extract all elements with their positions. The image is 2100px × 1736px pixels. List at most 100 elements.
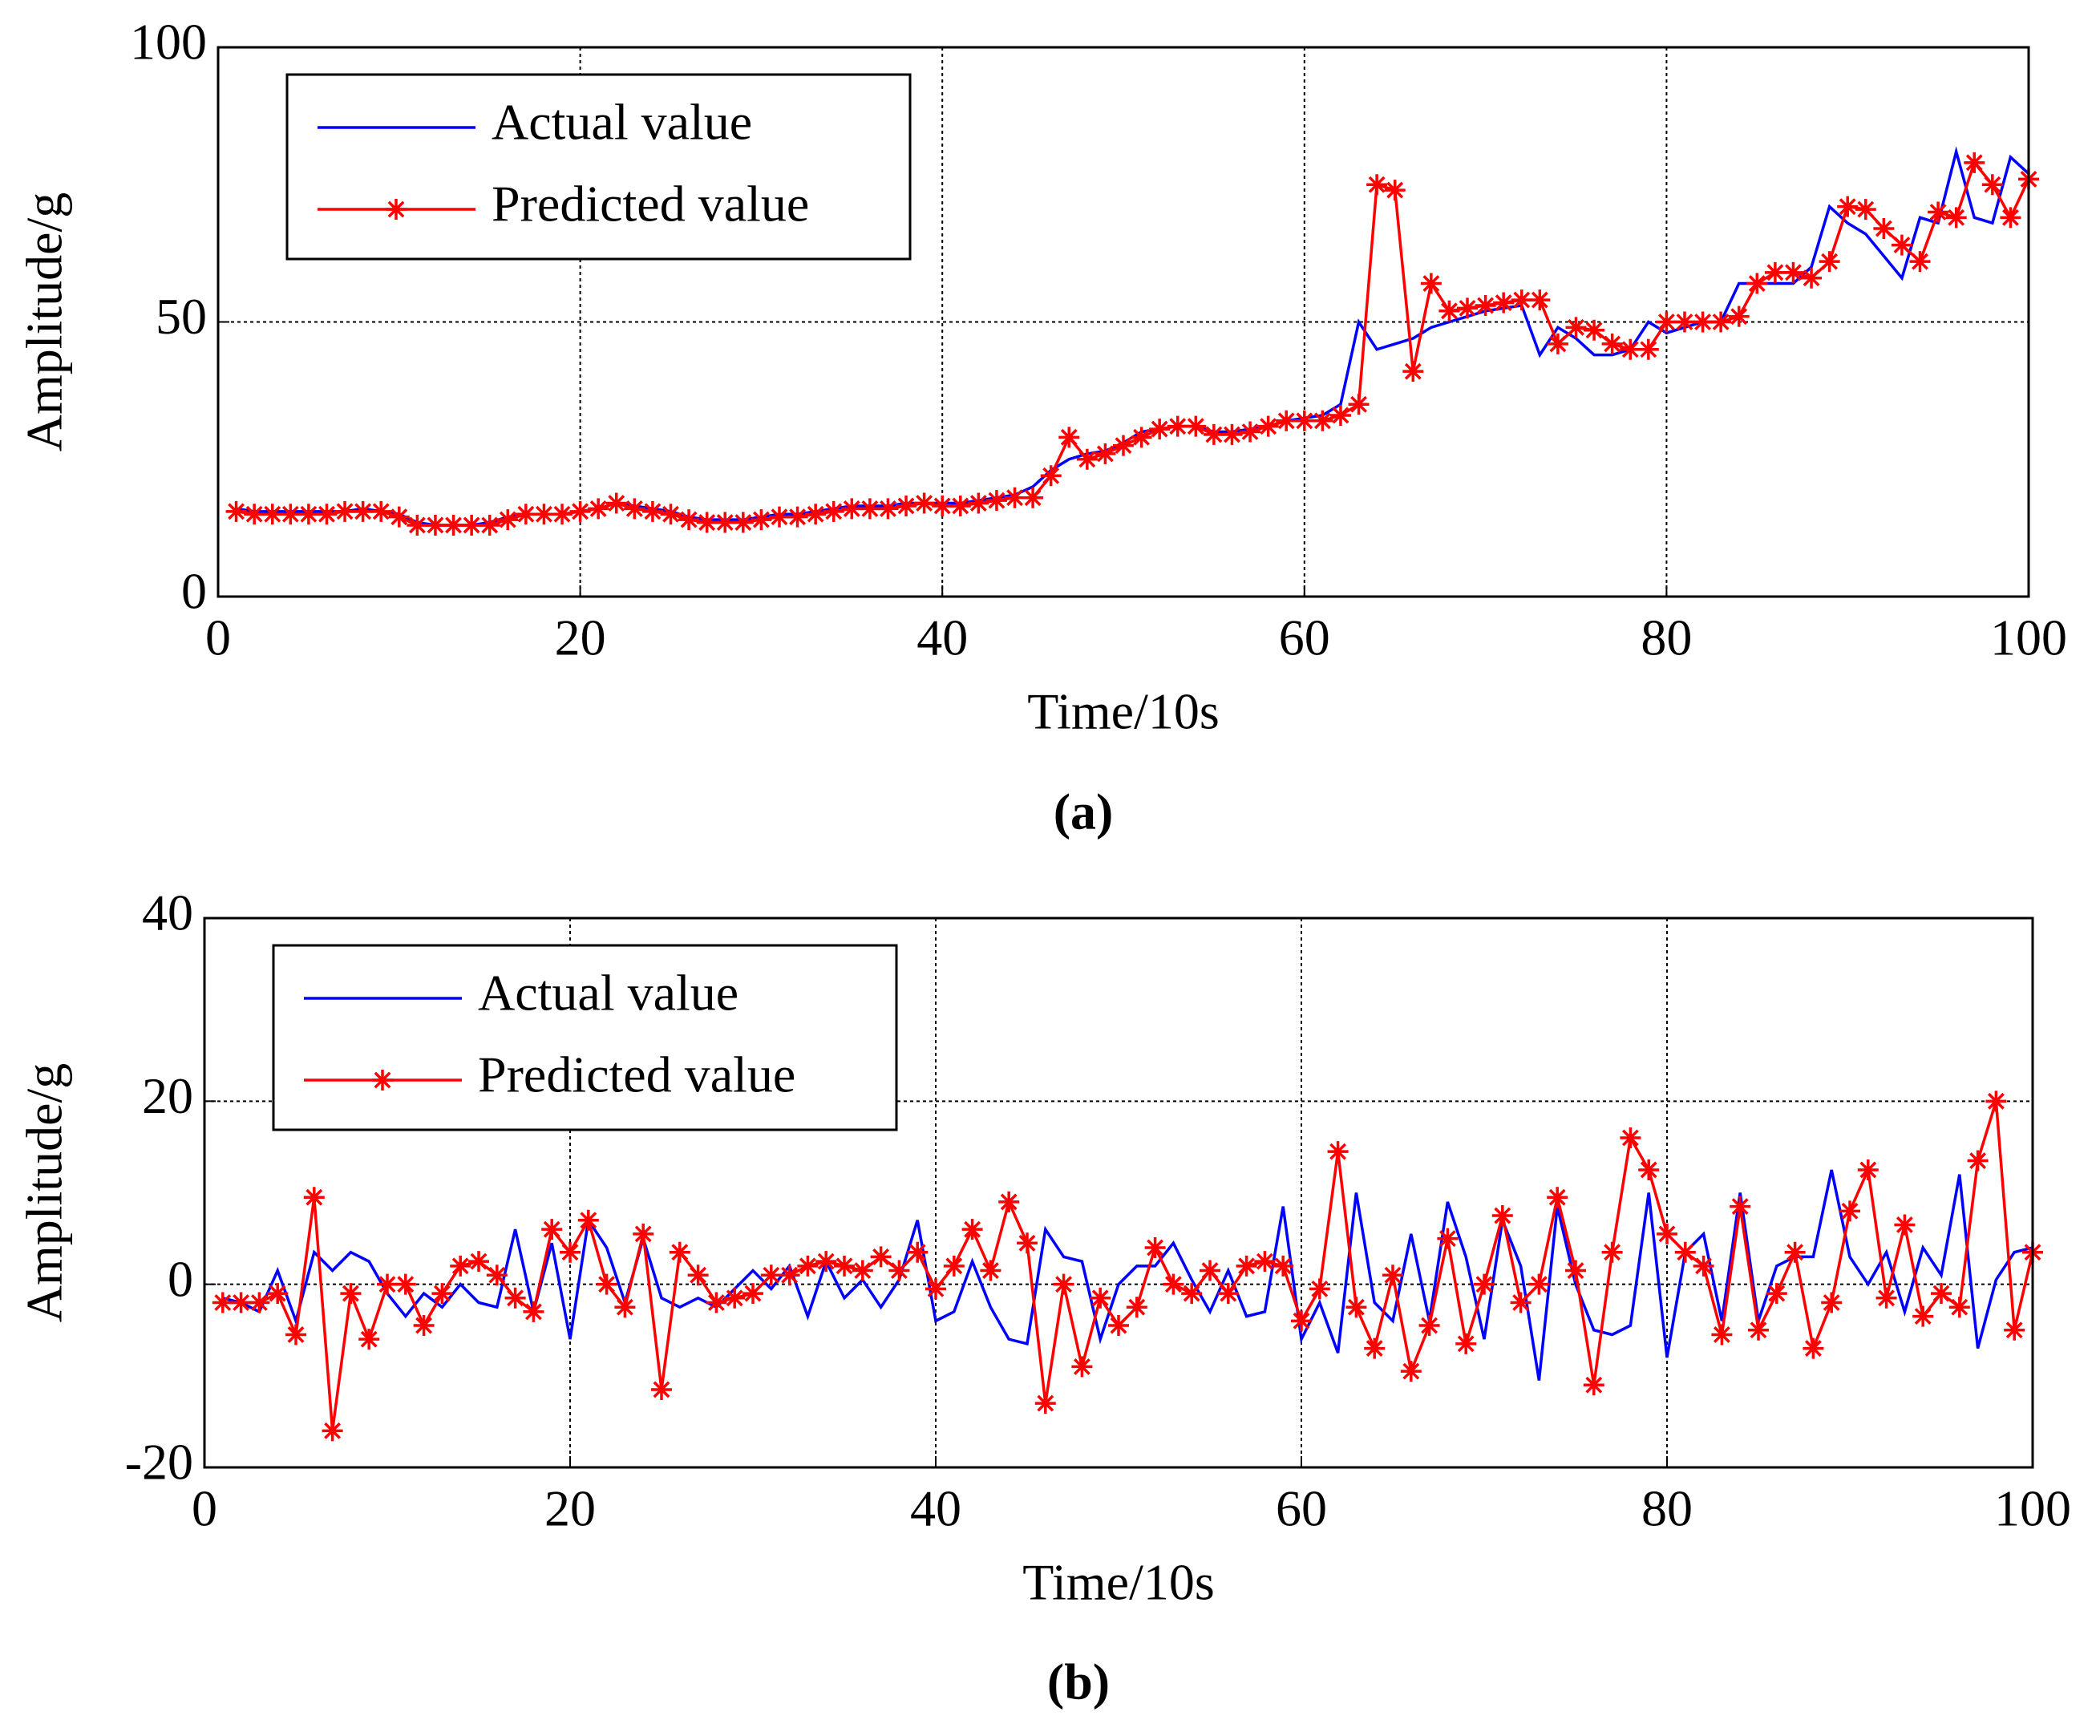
- data-marker: [1909, 251, 1931, 273]
- data-marker: [1875, 1287, 1897, 1309]
- y-tick-label: -20: [125, 1434, 193, 1491]
- data-marker: [1022, 487, 1044, 508]
- panel-label: (a): [1054, 783, 1114, 840]
- data-marker: [1801, 267, 1823, 289]
- data-marker: [1113, 435, 1134, 456]
- data-marker: [696, 512, 718, 533]
- data-marker: [896, 495, 917, 516]
- data-marker: [413, 1315, 435, 1337]
- data-marker: [1163, 1273, 1184, 1295]
- data-marker: [1493, 292, 1515, 314]
- data-marker: [1236, 1255, 1257, 1277]
- data-marker: [533, 504, 555, 525]
- data-marker: [641, 500, 663, 522]
- data-marker: [1710, 311, 1732, 333]
- data-marker: [760, 1265, 782, 1286]
- data-marker: [787, 506, 808, 528]
- data-marker: [479, 514, 500, 536]
- data-marker: [1657, 1223, 1677, 1244]
- data-marker: [1053, 1273, 1074, 1295]
- data-marker: [706, 1292, 727, 1313]
- data-marker: [768, 506, 790, 528]
- data-marker: [1891, 234, 1912, 256]
- data-marker: [377, 1273, 398, 1295]
- x-axis-label: Time/10s: [1027, 683, 1220, 740]
- y-tick-label: 40: [142, 884, 193, 941]
- data-marker: [1418, 1315, 1440, 1337]
- x-tick-label: 0: [192, 1480, 217, 1537]
- legend-label: Actual value: [478, 965, 738, 1022]
- data-marker: [1126, 1297, 1147, 1318]
- data-marker: [1784, 1241, 1806, 1263]
- data-marker: [1475, 294, 1496, 316]
- legend-box: [272, 944, 898, 1131]
- data-marker: [297, 504, 319, 525]
- data-marker: [316, 504, 338, 525]
- data-marker: [1384, 180, 1406, 201]
- data-marker: [1601, 1241, 1623, 1263]
- data-marker: [1312, 410, 1333, 431]
- data-marker: [870, 1246, 892, 1268]
- data-marker: [834, 1255, 855, 1277]
- data-marker: [261, 504, 283, 525]
- data-marker: [751, 509, 772, 531]
- data-marker: [358, 1329, 380, 1350]
- data-marker: [1837, 196, 1859, 217]
- data-marker: [687, 1265, 709, 1286]
- x-tick-label: 80: [1641, 609, 1692, 666]
- data-marker: [588, 498, 609, 520]
- data-marker: [370, 500, 392, 522]
- data-marker: [823, 500, 844, 522]
- data-marker: [1257, 415, 1279, 437]
- legend-label: Predicted value: [492, 176, 809, 233]
- data-marker: [1565, 317, 1587, 338]
- data-marker: [1364, 1337, 1386, 1359]
- data-marker: [1782, 261, 1804, 283]
- data-marker: [334, 500, 356, 522]
- data-marker: [1185, 415, 1207, 437]
- legend-marker: [386, 199, 407, 220]
- data-marker: [779, 1265, 800, 1286]
- data-marker: [651, 1378, 672, 1400]
- data-marker: [1637, 338, 1659, 360]
- data-marker: [450, 1255, 471, 1277]
- data-marker: [1547, 333, 1568, 354]
- data-marker: [1071, 1356, 1093, 1378]
- panel-label: (b): [1047, 1653, 1110, 1710]
- data-marker: [1491, 1205, 1513, 1227]
- data-marker: [2000, 207, 2021, 229]
- data-marker: [797, 1255, 819, 1277]
- data-marker: [1528, 1273, 1550, 1295]
- data-marker: [925, 1278, 946, 1300]
- data-marker: [714, 512, 736, 533]
- data-marker: [285, 1324, 306, 1346]
- data-marker: [1565, 1260, 1586, 1281]
- data-marker: [1240, 421, 1261, 443]
- data-marker: [913, 492, 935, 514]
- x-tick-label: 60: [1279, 609, 1330, 666]
- data-marker: [732, 512, 754, 533]
- data-marker: [1329, 404, 1351, 426]
- data-marker: [1928, 201, 1949, 223]
- data-marker: [267, 1283, 289, 1305]
- data-marker: [949, 495, 971, 516]
- data-marker: [1017, 1232, 1038, 1254]
- data-marker: [280, 504, 301, 525]
- data-marker: [552, 504, 573, 525]
- data-marker: [1366, 174, 1388, 196]
- data-marker: [468, 1251, 489, 1273]
- data-marker: [322, 1420, 343, 1442]
- data-marker: [1034, 1393, 1056, 1414]
- data-marker: [2004, 1319, 2025, 1341]
- legend-label: Predicted value: [478, 1046, 795, 1103]
- data-marker: [1948, 1297, 1970, 1318]
- data-marker: [577, 1209, 599, 1231]
- data-marker: [1839, 1200, 1860, 1222]
- x-tick-label: 20: [555, 609, 606, 666]
- data-marker: [1293, 410, 1315, 431]
- data-marker: [230, 1292, 252, 1313]
- data-marker: [1004, 487, 1026, 508]
- y-tick-label: 20: [142, 1067, 193, 1124]
- data-marker: [1728, 306, 1750, 327]
- data-marker: [1803, 1337, 1824, 1359]
